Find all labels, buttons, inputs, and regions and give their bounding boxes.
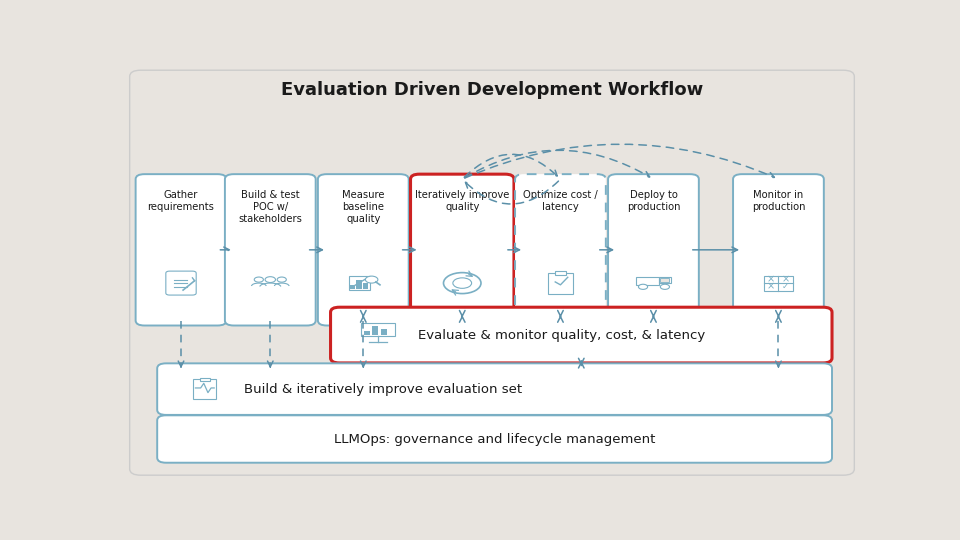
Bar [361, 322, 395, 336]
Text: Measure
baseline
quality: Measure baseline quality [342, 190, 385, 224]
FancyBboxPatch shape [157, 363, 832, 415]
Bar [380, 329, 387, 335]
Circle shape [265, 276, 276, 282]
Bar [364, 330, 370, 335]
Circle shape [453, 278, 471, 288]
Text: Iteratively improve
quality: Iteratively improve quality [415, 190, 510, 212]
FancyBboxPatch shape [411, 174, 514, 326]
Text: Optimize cost /
latency: Optimize cost / latency [523, 190, 598, 212]
FancyBboxPatch shape [318, 174, 409, 326]
Text: Evaluation Driven Development Workflow: Evaluation Driven Development Workflow [281, 82, 703, 99]
Bar [660, 279, 669, 282]
Text: Gather
requirements: Gather requirements [148, 190, 214, 212]
FancyBboxPatch shape [157, 415, 832, 463]
Bar [636, 277, 659, 286]
FancyBboxPatch shape [733, 174, 824, 326]
Bar [193, 379, 216, 399]
Text: ×: × [767, 275, 776, 285]
Text: LLMOps: governance and lifecycle management: LLMOps: governance and lifecycle managem… [334, 433, 656, 446]
Bar [356, 280, 362, 289]
Bar [200, 379, 210, 381]
Bar [363, 283, 369, 289]
FancyBboxPatch shape [135, 174, 227, 326]
Circle shape [660, 284, 669, 289]
Text: ×: × [767, 282, 776, 292]
Circle shape [277, 277, 286, 282]
Bar [659, 277, 671, 283]
Text: Build & test
POC w/
stakeholders: Build & test POC w/ stakeholders [238, 190, 302, 224]
Circle shape [638, 284, 648, 289]
Circle shape [366, 276, 378, 283]
Bar [348, 276, 370, 290]
Text: Build & iteratively improve evaluation set: Build & iteratively improve evaluation s… [244, 383, 522, 396]
Bar [372, 326, 378, 335]
FancyBboxPatch shape [130, 70, 854, 475]
Bar [349, 285, 355, 289]
Text: ✓: ✓ [782, 282, 789, 291]
Circle shape [254, 277, 263, 282]
FancyBboxPatch shape [225, 174, 316, 326]
FancyBboxPatch shape [516, 174, 606, 326]
Text: Deploy to
production: Deploy to production [627, 190, 681, 212]
FancyBboxPatch shape [608, 174, 699, 326]
FancyBboxPatch shape [166, 271, 196, 295]
Text: ×: × [781, 275, 790, 285]
Bar [548, 273, 573, 294]
Bar [764, 275, 793, 291]
FancyBboxPatch shape [330, 307, 832, 363]
Bar [555, 272, 566, 275]
Circle shape [444, 273, 481, 294]
Text: Monitor in
production: Monitor in production [752, 190, 805, 212]
Text: Evaluate & monitor quality, cost, & latency: Evaluate & monitor quality, cost, & late… [418, 328, 705, 342]
